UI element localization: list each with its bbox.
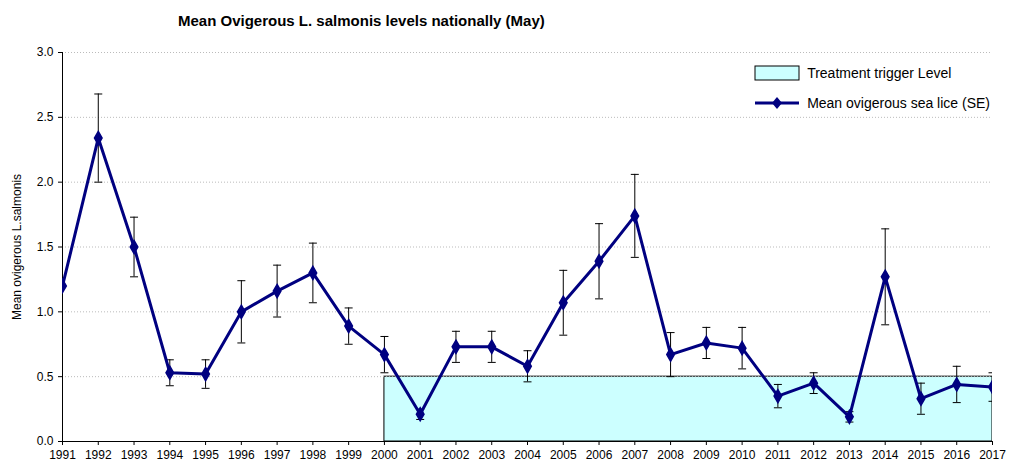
svg-text:1995: 1995	[192, 448, 219, 462]
html-text:Treatment trigger Level: Treatment trigger Level	[807, 65, 952, 81]
svg-text:2015: 2015	[908, 448, 935, 462]
svg-text:2011: 2011	[765, 448, 791, 462]
svg-text:1991: 1991	[49, 448, 76, 462]
svg-text:1998: 1998	[300, 448, 327, 462]
svg-text:2.0: 2.0	[37, 175, 54, 189]
svg-text:1.0: 1.0	[37, 305, 54, 319]
svg-text:2008: 2008	[657, 448, 684, 462]
svg-text:1.5: 1.5	[37, 240, 54, 254]
svg-text:0.0: 0.0	[37, 434, 54, 448]
svg-text:1997: 1997	[264, 448, 291, 462]
svg-text:3.0: 3.0	[37, 45, 54, 59]
html-text:Mean ovigerous sea lice (SE): Mean ovigerous sea lice (SE)	[807, 95, 990, 111]
svg-text:2.5: 2.5	[37, 110, 54, 124]
svg-text:2017: 2017	[979, 448, 1006, 462]
svg-text:1994: 1994	[156, 448, 183, 462]
html-text:Mean Ovigerous L. salmonis lev: Mean Ovigerous L. salmonis levels nation…	[178, 12, 545, 29]
svg-text:1999: 1999	[335, 448, 362, 462]
svg-text:2007: 2007	[621, 448, 648, 462]
svg-text:2012: 2012	[800, 448, 827, 462]
svg-text:2003: 2003	[478, 448, 505, 462]
svg-text:1993: 1993	[121, 448, 148, 462]
svg-text:2004: 2004	[514, 448, 541, 462]
svg-text:1996: 1996	[228, 448, 255, 462]
svg-text:0.5: 0.5	[37, 370, 54, 384]
svg-text:2000: 2000	[371, 448, 398, 462]
svg-text:2002: 2002	[443, 448, 470, 462]
svg-text:2006: 2006	[586, 448, 613, 462]
svg-text:2009: 2009	[693, 448, 720, 462]
svg-text:1992: 1992	[85, 448, 112, 462]
svg-text:2005: 2005	[550, 448, 577, 462]
svg-text:2013: 2013	[836, 448, 863, 462]
svg-text:2010: 2010	[729, 448, 756, 462]
svg-text:2016: 2016	[943, 448, 970, 462]
svg-text:2001: 2001	[407, 448, 434, 462]
svg-text:2014: 2014	[872, 448, 899, 462]
svg-text:Mean ovigerous L.salmonis: Mean ovigerous L.salmonis	[10, 174, 24, 320]
